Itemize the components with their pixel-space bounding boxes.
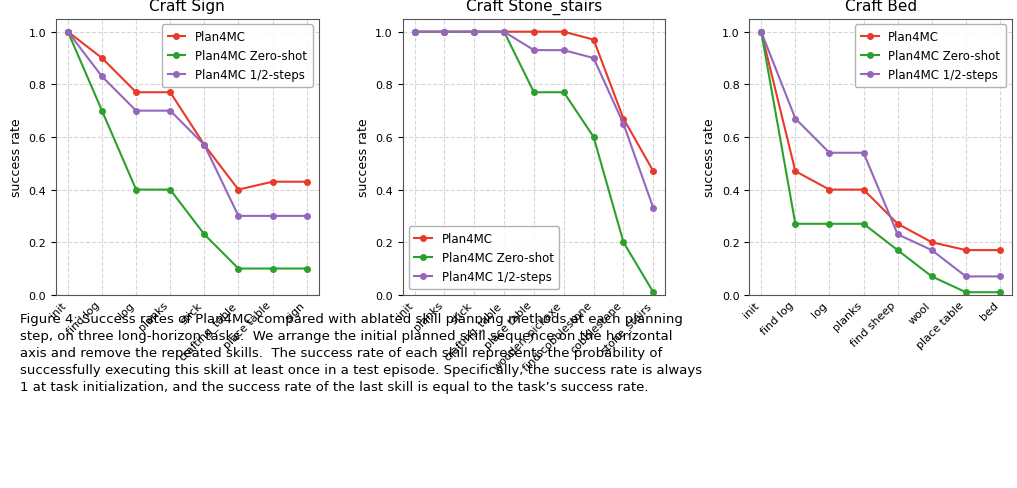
Plan4MC 1/2-steps (62, 30, 74, 36)
Plan4MC Zero-shot (468, 30, 480, 36)
Plan4MC (96, 56, 108, 62)
Plan4MC 1/2-steps (892, 232, 904, 238)
Plan4MC Zero-shot (588, 135, 600, 141)
Plan4MC 1/2-steps (925, 248, 938, 254)
Plan4MC Zero-shot (892, 248, 904, 254)
Line: Plan4MC Zero-shot: Plan4MC Zero-shot (65, 30, 309, 272)
Plan4MC Zero-shot (301, 266, 313, 272)
Plan4MC Zero-shot (438, 30, 451, 36)
Plan4MC 1/2-steps (528, 48, 540, 54)
Plan4MC 1/2-steps (857, 150, 870, 156)
Plan4MC (438, 30, 451, 36)
Plan4MC Zero-shot (198, 232, 211, 238)
Plan4MC Zero-shot (266, 266, 279, 272)
Plan4MC 1/2-steps (130, 108, 142, 114)
Plan4MC (528, 30, 540, 36)
Plan4MC 1/2-steps (824, 150, 836, 156)
Plan4MC (994, 248, 1006, 254)
Plan4MC Zero-shot (857, 222, 870, 227)
Plan4MC Zero-shot (755, 30, 767, 36)
Line: Plan4MC: Plan4MC (65, 30, 309, 193)
Plan4MC 1/2-steps (994, 274, 1006, 280)
Plan4MC (789, 169, 801, 175)
Plan4MC (925, 240, 938, 245)
Plan4MC (198, 142, 211, 148)
Plan4MC 1/2-steps (960, 274, 972, 280)
Plan4MC 1/2-steps (198, 142, 211, 148)
Plan4MC (62, 30, 74, 36)
Plan4MC (301, 180, 313, 185)
Plan4MC (647, 169, 659, 175)
Title: Craft Sign: Craft Sign (149, 0, 225, 14)
Text: Figure 4: Success rates of Plan4MC compared with ablated skill planning methods : Figure 4: Success rates of Plan4MC compa… (20, 312, 703, 393)
Plan4MC Zero-shot (232, 266, 244, 272)
Legend: Plan4MC, Plan4MC Zero-shot, Plan4MC 1/2-steps: Plan4MC, Plan4MC Zero-shot, Plan4MC 1/2-… (855, 25, 1006, 88)
Plan4MC Zero-shot (498, 30, 511, 36)
Plan4MC Zero-shot (409, 30, 421, 36)
Plan4MC 1/2-steps (498, 30, 511, 36)
Plan4MC (498, 30, 511, 36)
Plan4MC Zero-shot (824, 222, 836, 227)
Plan4MC 1/2-steps (617, 122, 630, 127)
Plan4MC 1/2-steps (164, 108, 176, 114)
Plan4MC (960, 248, 972, 254)
Plan4MC (755, 30, 767, 36)
Plan4MC 1/2-steps (557, 48, 570, 54)
Plan4MC 1/2-steps (647, 205, 659, 211)
Line: Plan4MC Zero-shot: Plan4MC Zero-shot (412, 30, 656, 295)
Plan4MC Zero-shot (960, 290, 972, 296)
Title: Craft Bed: Craft Bed (844, 0, 916, 14)
Plan4MC 1/2-steps (301, 214, 313, 220)
Plan4MC (266, 180, 279, 185)
Plan4MC Zero-shot (557, 90, 570, 96)
Plan4MC 1/2-steps (232, 214, 244, 220)
Plan4MC (130, 90, 142, 96)
Plan4MC Zero-shot (130, 187, 142, 193)
Plan4MC Zero-shot (994, 290, 1006, 296)
Title: Craft Stone_stairs: Craft Stone_stairs (466, 0, 602, 16)
Line: Plan4MC 1/2-steps: Plan4MC 1/2-steps (65, 30, 309, 219)
Plan4MC 1/2-steps (266, 214, 279, 220)
Y-axis label: success rate: success rate (357, 118, 369, 197)
Plan4MC (588, 38, 600, 43)
Plan4MC 1/2-steps (789, 116, 801, 122)
Plan4MC Zero-shot (925, 274, 938, 280)
Plan4MC (557, 30, 570, 36)
Line: Plan4MC: Plan4MC (412, 30, 656, 175)
Plan4MC Zero-shot (62, 30, 74, 36)
Legend: Plan4MC, Plan4MC Zero-shot, Plan4MC 1/2-steps: Plan4MC, Plan4MC Zero-shot, Plan4MC 1/2-… (409, 227, 559, 289)
Plan4MC Zero-shot (96, 108, 108, 114)
Plan4MC 1/2-steps (755, 30, 767, 36)
Plan4MC (857, 187, 870, 193)
Plan4MC Zero-shot (528, 90, 540, 96)
Line: Plan4MC Zero-shot: Plan4MC Zero-shot (759, 30, 1003, 295)
Line: Plan4MC 1/2-steps: Plan4MC 1/2-steps (759, 30, 1003, 280)
Plan4MC Zero-shot (617, 240, 630, 245)
Plan4MC Zero-shot (789, 222, 801, 227)
Plan4MC (164, 90, 176, 96)
Plan4MC 1/2-steps (468, 30, 480, 36)
Line: Plan4MC: Plan4MC (759, 30, 1003, 253)
Plan4MC Zero-shot (647, 290, 659, 296)
Y-axis label: success rate: success rate (10, 118, 23, 197)
Line: Plan4MC 1/2-steps: Plan4MC 1/2-steps (412, 30, 656, 211)
Plan4MC (892, 222, 904, 227)
Plan4MC (409, 30, 421, 36)
Plan4MC 1/2-steps (588, 56, 600, 62)
Legend: Plan4MC, Plan4MC Zero-shot, Plan4MC 1/2-steps: Plan4MC, Plan4MC Zero-shot, Plan4MC 1/2-… (162, 25, 312, 88)
Plan4MC (617, 116, 630, 122)
Y-axis label: success rate: success rate (703, 118, 716, 197)
Plan4MC (824, 187, 836, 193)
Plan4MC 1/2-steps (438, 30, 451, 36)
Plan4MC (468, 30, 480, 36)
Plan4MC Zero-shot (164, 187, 176, 193)
Plan4MC 1/2-steps (96, 74, 108, 80)
Plan4MC 1/2-steps (409, 30, 421, 36)
Plan4MC (232, 187, 244, 193)
